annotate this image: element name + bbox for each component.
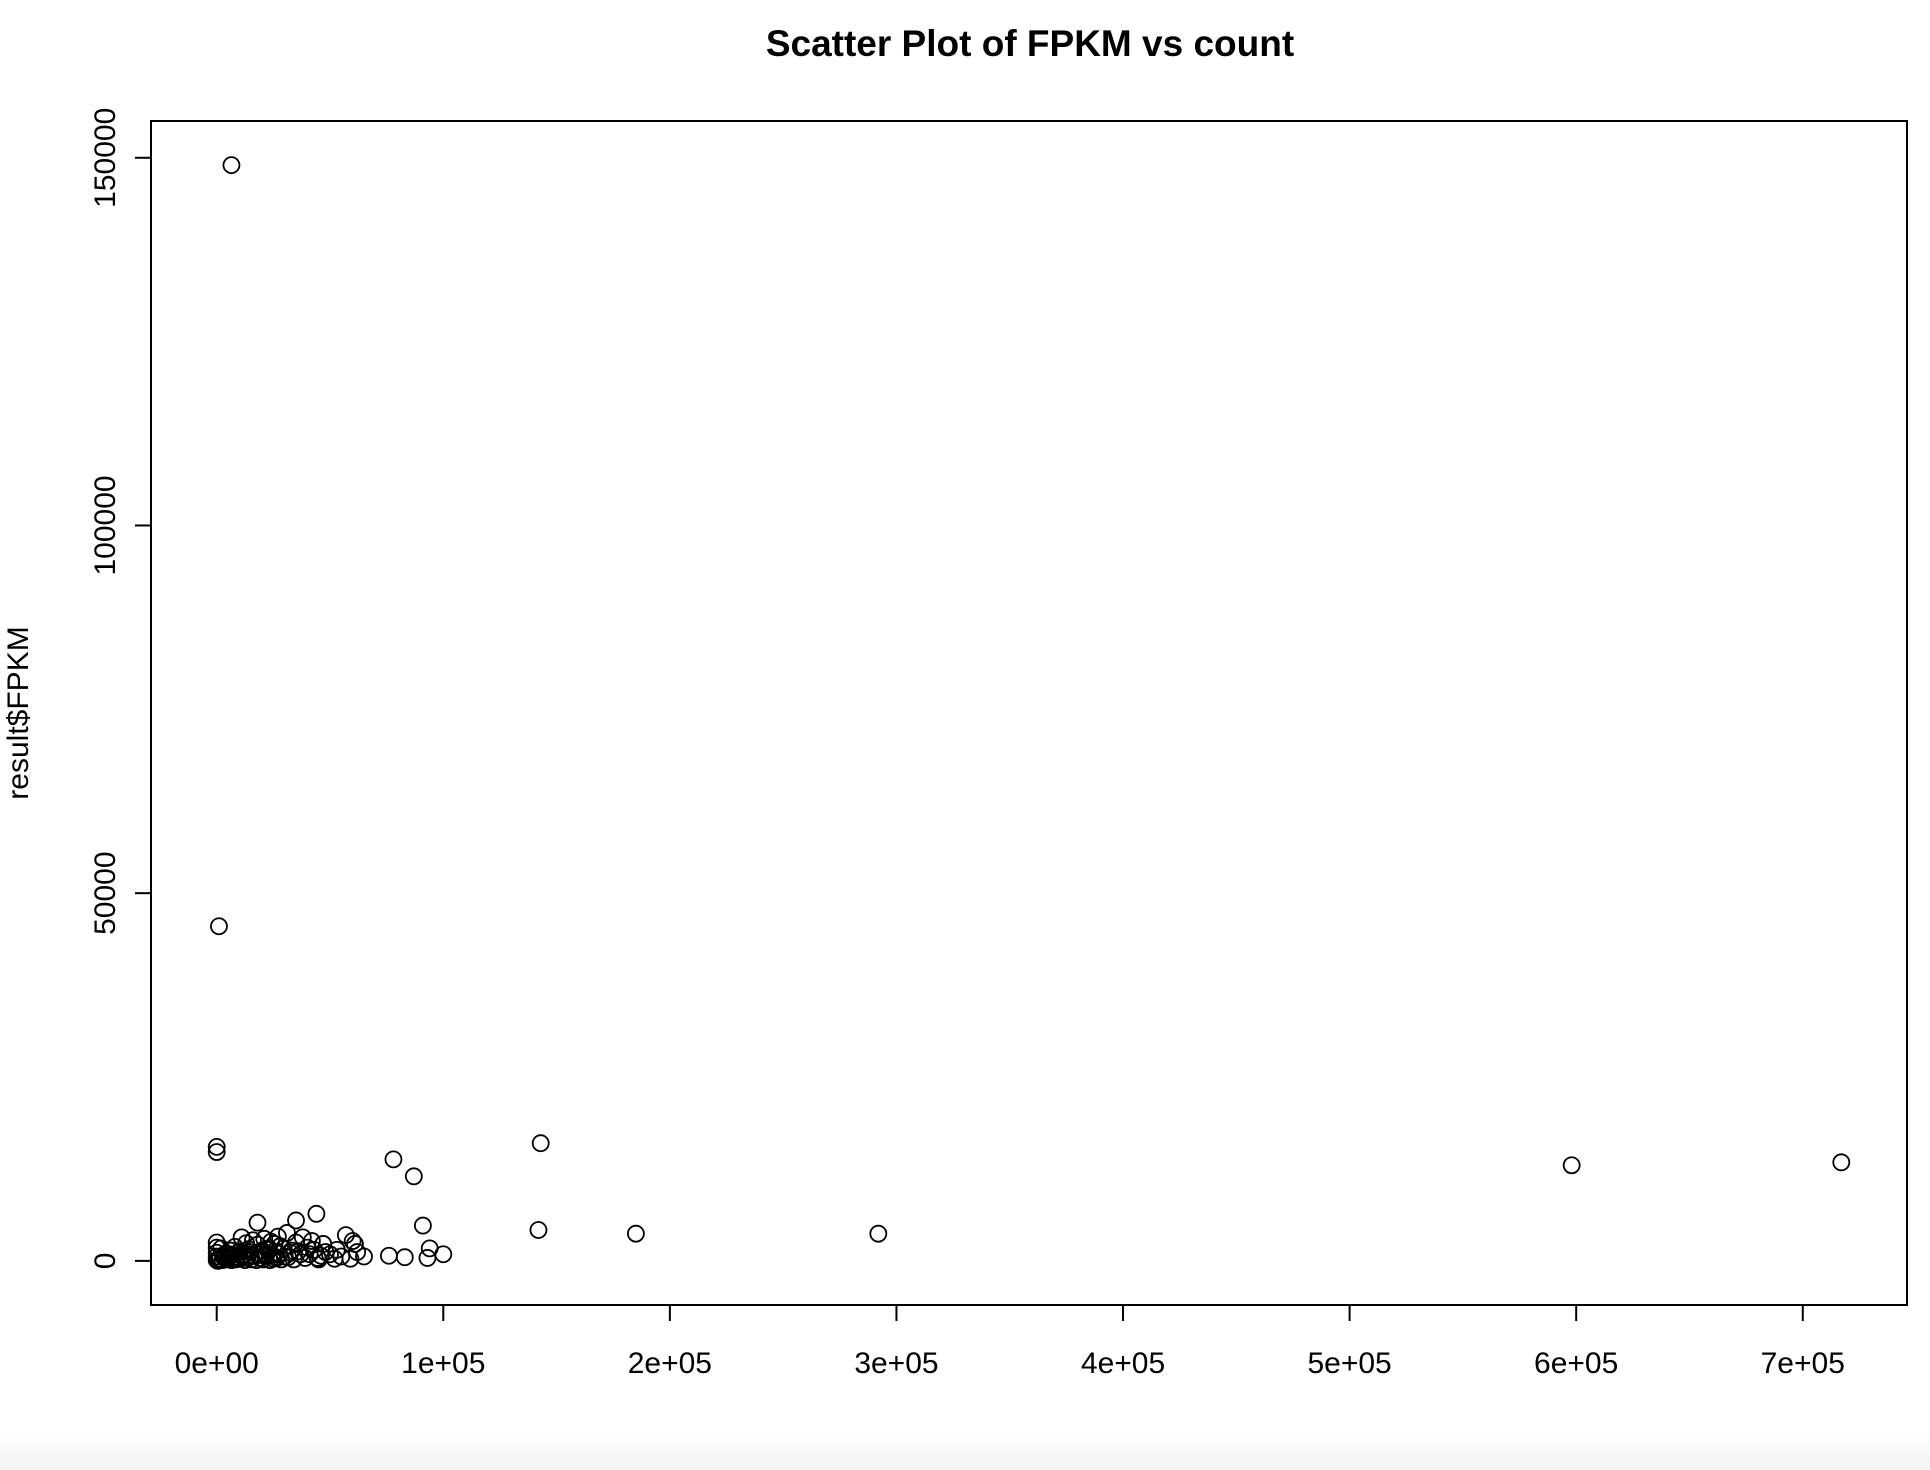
scatter-point <box>336 1226 355 1245</box>
scatter-point <box>224 1248 243 1267</box>
scatter-point <box>207 1143 226 1161</box>
y-tick-label: 0 <box>89 1253 122 1270</box>
scatter-point <box>413 1216 432 1235</box>
x-tick-label: 6e+05 <box>1534 1347 1618 1380</box>
x-axis: 0e+00 1e+05 2e+05 3e+05 4e+05 5e+05 6e+05 7e+05 <box>175 1304 1845 1380</box>
x-tick-label: 5e+05 <box>1307 1347 1391 1380</box>
window-bottom-edge <box>0 1432 1930 1470</box>
scatter-point <box>531 1134 550 1153</box>
data-points <box>207 156 1851 1270</box>
scatter-point <box>207 1137 226 1156</box>
scatter-point <box>434 1245 453 1264</box>
scatter-point <box>1562 1156 1581 1175</box>
scatter-point <box>254 1250 273 1269</box>
scatter-point <box>332 1247 351 1266</box>
scatter-point <box>529 1221 548 1239</box>
scatter-point <box>316 1243 335 1261</box>
scatter-point <box>265 1235 284 1253</box>
scatter-point <box>343 1232 362 1250</box>
scatter-point <box>210 917 228 936</box>
y-tick-label: 150000 <box>89 108 122 208</box>
scatter-point <box>1832 1153 1851 1172</box>
scatter-point <box>395 1248 414 1267</box>
scatter-point <box>384 1150 403 1169</box>
x-tick-label: 0e+00 <box>175 1347 259 1380</box>
scatter-point <box>287 1211 305 1230</box>
scatter-point <box>307 1204 326 1223</box>
scatter-point <box>869 1224 888 1243</box>
scatter-point <box>418 1249 437 1267</box>
chart-title: Scatter Plot of FPKM vs count <box>766 23 1294 64</box>
scatter-point <box>305 1240 324 1259</box>
y-axis: 0 50000 100000 150000 <box>89 108 152 1270</box>
scatter-point <box>626 1224 645 1243</box>
scatter-point <box>222 156 241 175</box>
scatter-point <box>404 1167 423 1186</box>
scatter-point <box>325 1249 344 1268</box>
y-tick-label: 50000 <box>89 851 122 934</box>
scatter-point <box>380 1246 398 1265</box>
plot-frame <box>150 120 1908 1306</box>
scatter-point <box>272 1250 291 1269</box>
x-tick-label: 1e+05 <box>401 1347 485 1380</box>
x-tick-label: 3e+05 <box>854 1347 938 1380</box>
x-tick-label: 7e+05 <box>1761 1347 1845 1380</box>
x-tick-label: 4e+05 <box>1081 1347 1165 1380</box>
y-tick-label: 100000 <box>89 475 122 575</box>
scatter-point <box>248 1213 267 1232</box>
scatter-point <box>348 1243 367 1261</box>
scatter-point <box>247 1251 266 1270</box>
x-tick-label: 2e+05 <box>628 1347 712 1380</box>
y-axis-label: result$FPKM <box>2 626 35 799</box>
